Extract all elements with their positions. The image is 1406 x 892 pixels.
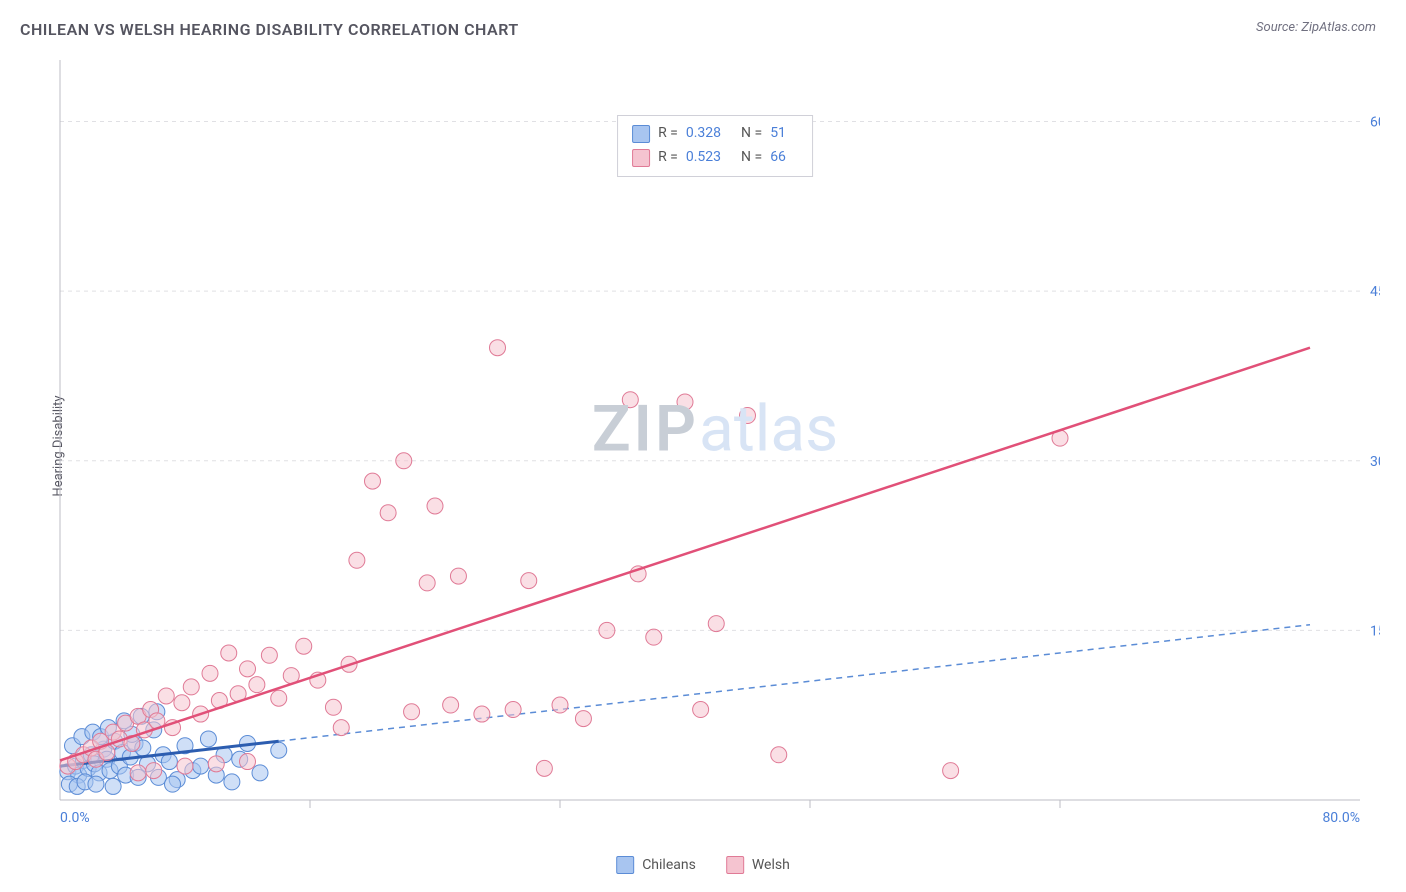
data-point (708, 616, 724, 632)
data-point (161, 754, 177, 770)
legend-swatch (632, 149, 650, 167)
y-tick-label: 45.0% (1370, 284, 1380, 300)
data-point (396, 453, 412, 469)
n-label: N = (741, 146, 762, 170)
chart-title: CHILEAN VS WELSH HEARING DISABILITY CORR… (20, 20, 519, 39)
data-point (174, 695, 190, 711)
data-point (177, 758, 193, 774)
data-point (490, 340, 506, 356)
r-label: R = (658, 146, 678, 170)
data-point (536, 760, 552, 776)
data-point (296, 638, 312, 654)
data-point (249, 677, 265, 693)
data-point (271, 742, 287, 758)
n-label: N = (741, 122, 762, 146)
legend-item: Chileans (616, 856, 696, 874)
data-point (474, 706, 490, 722)
source-label: Source: ZipAtlas.com (1256, 20, 1376, 35)
series-legend: Chileans Welsh (616, 856, 790, 874)
x-origin-label: 0.0% (60, 810, 90, 826)
data-point (443, 697, 459, 713)
x-max-label: 80.0% (1322, 810, 1360, 826)
data-point (202, 665, 218, 681)
data-point (193, 758, 209, 774)
data-point (943, 763, 959, 779)
y-tick-label: 30.0% (1370, 454, 1380, 470)
data-point (224, 774, 240, 790)
data-point (365, 473, 381, 489)
data-point (677, 394, 693, 410)
data-point (333, 720, 349, 736)
n-value: 51 (770, 122, 786, 146)
legend-row: R = 0.523 N = 66 (632, 146, 798, 170)
data-point (646, 629, 662, 645)
data-point (771, 747, 787, 763)
chart-area: 15.0%30.0%45.0%60.0%0.0%80.0% ZIPatlas R… (50, 55, 1380, 835)
legend-label: Welsh (752, 857, 790, 873)
data-point (349, 552, 365, 568)
n-value: 66 (770, 146, 786, 170)
data-point (419, 575, 435, 591)
legend-swatch (616, 856, 634, 874)
legend-swatch (726, 856, 744, 874)
data-point (380, 505, 396, 521)
data-point (271, 690, 287, 706)
data-point (404, 704, 420, 720)
data-point (208, 756, 224, 772)
r-value: 0.328 (686, 122, 721, 146)
data-point (130, 765, 146, 781)
data-point (450, 568, 466, 584)
data-point (552, 697, 568, 713)
data-point (240, 661, 256, 677)
data-point (105, 778, 121, 794)
data-point (261, 647, 277, 663)
data-point (521, 573, 537, 589)
data-point (740, 408, 756, 424)
data-point (599, 622, 615, 638)
data-point (240, 754, 256, 770)
data-point (146, 763, 162, 779)
data-point (622, 392, 638, 408)
legend-item: Welsh (726, 856, 790, 874)
r-value: 0.523 (686, 146, 721, 170)
data-point (252, 765, 268, 781)
data-point (88, 776, 104, 792)
data-point (693, 702, 709, 718)
r-label: R = (658, 122, 678, 146)
data-point (200, 731, 216, 747)
data-point (505, 702, 521, 718)
legend-row: R = 0.328 N = 51 (632, 122, 798, 146)
correlation-legend: R = 0.328 N = 51 R = 0.523 N = 66 (617, 115, 813, 177)
data-point (325, 699, 341, 715)
data-point (165, 776, 181, 792)
data-point (575, 711, 591, 727)
data-point (427, 498, 443, 514)
data-point (183, 679, 199, 695)
y-tick-label: 60.0% (1370, 115, 1380, 131)
y-tick-label: 15.0% (1370, 623, 1380, 639)
data-point (221, 645, 237, 661)
legend-label: Chileans (642, 857, 696, 873)
legend-swatch (632, 125, 650, 143)
data-point (158, 688, 174, 704)
